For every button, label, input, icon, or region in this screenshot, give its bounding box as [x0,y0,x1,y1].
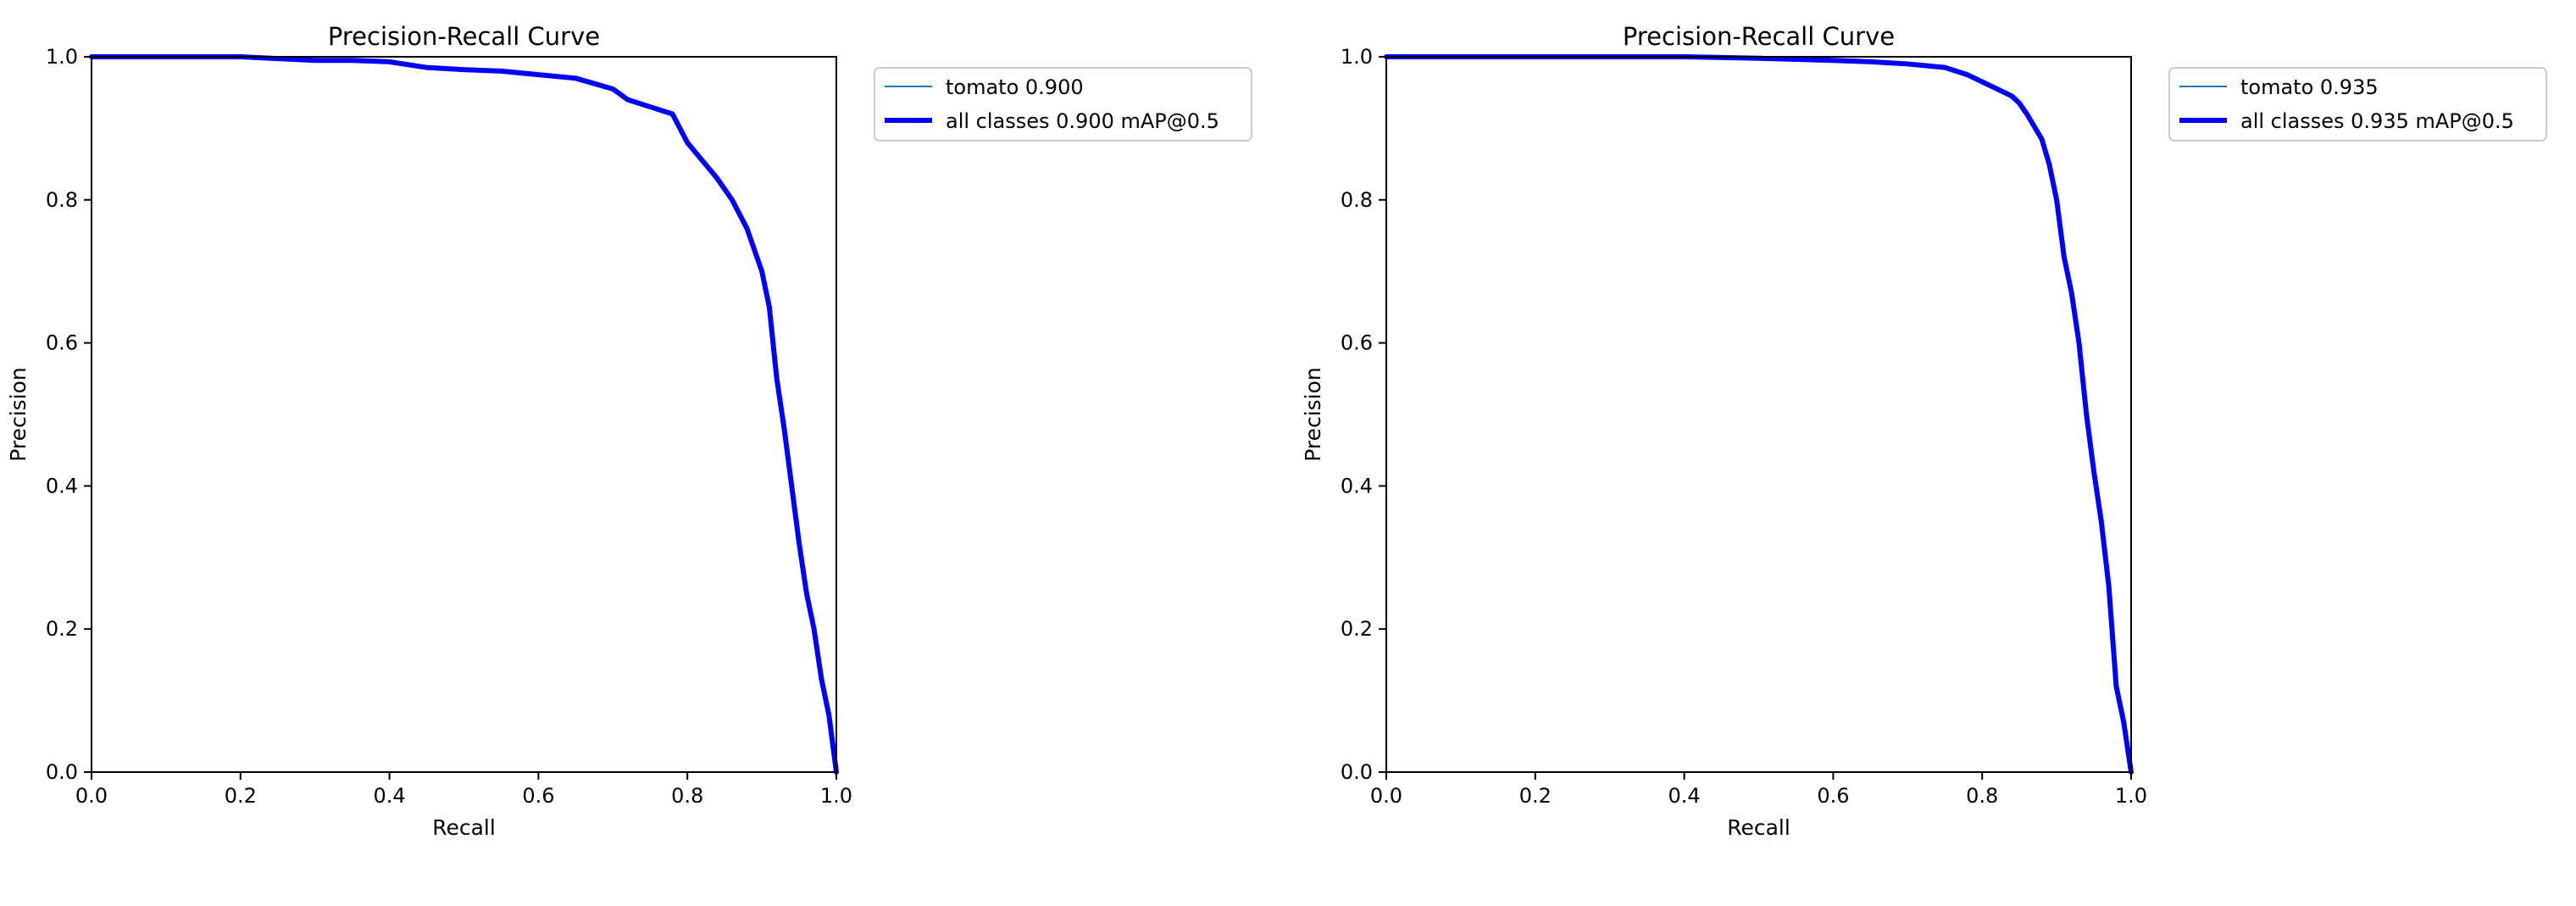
y-axis-label: Precision [6,367,31,462]
x-tick-label: 0.0 [1370,784,1402,808]
x-tick-label: 1.0 [2115,784,2147,808]
chart-title: Precision-Recall Curve [328,22,600,51]
y-tick-label: 0.6 [46,331,78,355]
series-line-tomato [91,56,837,773]
y-tick-label: 0.6 [1341,331,1373,355]
legend: tomato 0.935 all classes 0.935 mAP@0.5 [2168,67,2547,142]
y-axis-label: Precision [1301,367,1325,462]
x-axis-label: Recall [432,815,496,840]
x-tick-label: 0.2 [1519,784,1552,808]
y-tick-label: 0.0 [46,760,78,784]
x-axis-label: Recall [1727,815,1790,840]
chart-panel-2: Precision-Recall Curve 0.0 0.2 0.4 0.6 0.8 1.0… [1301,22,2547,840]
y-tick-label: 0.2 [1341,617,1373,641]
y-tick-label: 0.2 [46,617,78,641]
series-line-all-classes [1384,54,2134,775]
x-tick-label: 1.0 [820,784,852,808]
y-tick-label: 0.8 [46,188,78,212]
series-line-all-classes [89,54,839,775]
x-tick-label: 0.6 [522,784,554,808]
chart-panel-1: Precision-Recall Curve 0.0 0.2 0.4 0.6 0.8 1.0… [6,22,1252,840]
legend-label-all-classes: all classes 0.900 mAP@0.5 [946,109,1219,133]
y-tick-label: 0.4 [1341,474,1373,497]
series-line-tomato [1385,56,2132,773]
x-tick-label: 0.0 [75,784,108,808]
legend-box [874,67,1252,142]
y-tick-label: 1.0 [1341,45,1373,69]
x-tick-label: 0.4 [374,784,406,808]
x-tick-label: 0.8 [1966,784,1998,808]
y-tick-label: 0.4 [46,474,78,497]
plot-frame [1385,56,2132,773]
legend-label-tomato: tomato 0.935 [2240,75,2379,99]
x-tick-label: 0.2 [225,784,257,808]
legend-label-tomato: tomato 0.900 [946,75,1084,99]
chart-title: Precision-Recall Curve [1623,22,1895,51]
y-tick-label: 0.8 [1341,188,1373,212]
y-tick-label: 0.0 [1341,760,1373,784]
y-tick-label: 1.0 [46,45,78,69]
legend-box [2168,67,2547,142]
x-tick-label: 0.6 [1817,784,1849,808]
x-tick-label: 0.8 [671,784,703,808]
x-tick-label: 0.4 [1668,784,1701,808]
plot-frame [91,56,837,773]
legend: tomato 0.900 all classes 0.900 mAP@0.5 [874,67,1252,142]
legend-label-all-classes: all classes 0.935 mAP@0.5 [2240,109,2514,133]
